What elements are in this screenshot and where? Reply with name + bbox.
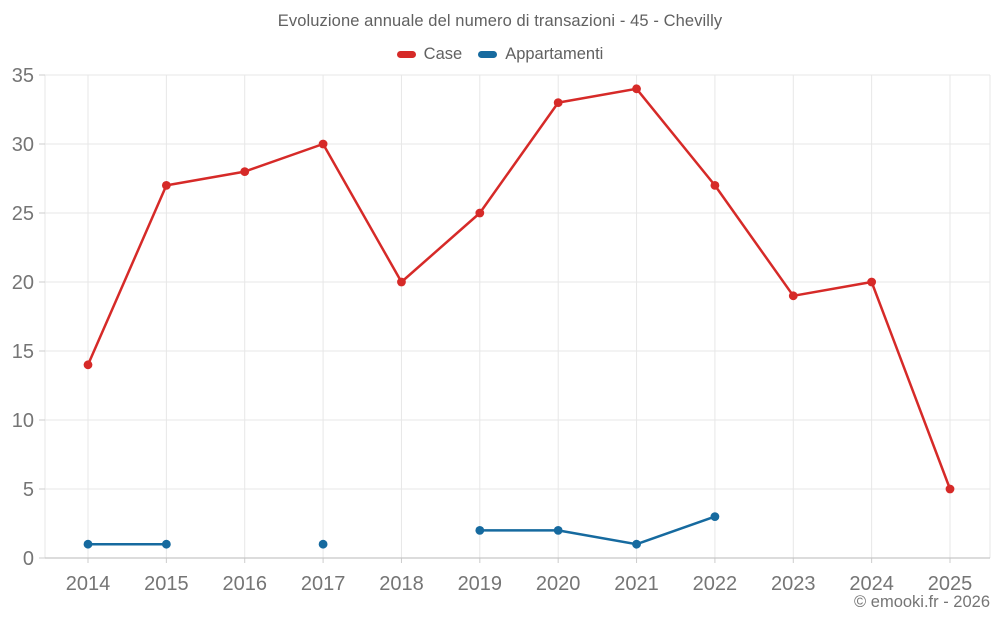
svg-text:2019: 2019 xyxy=(458,573,503,595)
copyright-credit: © emooki.fr - 2026 xyxy=(854,593,990,611)
legend-label-appartamenti: Appartamenti xyxy=(505,45,604,63)
svg-text:2014: 2014 xyxy=(66,573,111,595)
legend-item-case[interactable]: Case xyxy=(396,45,463,64)
svg-text:2021: 2021 xyxy=(614,573,659,595)
svg-text:5: 5 xyxy=(23,479,34,501)
svg-text:2024: 2024 xyxy=(849,573,894,595)
svg-text:30: 30 xyxy=(12,134,34,156)
svg-text:2020: 2020 xyxy=(536,573,581,595)
svg-text:20: 20 xyxy=(12,272,34,294)
svg-text:2016: 2016 xyxy=(222,573,267,595)
legend-item-appartamenti[interactable]: Appartamenti xyxy=(478,45,603,64)
svg-text:2018: 2018 xyxy=(379,573,424,595)
svg-text:35: 35 xyxy=(12,65,34,87)
svg-text:2025: 2025 xyxy=(928,573,973,595)
legend-label-case: Case xyxy=(423,45,463,63)
svg-text:0: 0 xyxy=(23,548,34,570)
legend-swatch-case-icon xyxy=(396,51,416,58)
svg-text:25: 25 xyxy=(12,203,34,225)
svg-text:2015: 2015 xyxy=(144,573,189,595)
svg-text:15: 15 xyxy=(12,341,34,363)
chart-legend: Case Appartamenti xyxy=(0,45,1000,64)
svg-text:10: 10 xyxy=(12,410,34,432)
svg-text:2023: 2023 xyxy=(771,573,816,595)
chart-title: Evoluzione annuale del numero di transaz… xyxy=(277,12,723,30)
svg-text:2017: 2017 xyxy=(301,573,346,595)
legend-swatch-appartamenti-icon xyxy=(478,51,498,58)
svg-text:2022: 2022 xyxy=(693,573,738,595)
